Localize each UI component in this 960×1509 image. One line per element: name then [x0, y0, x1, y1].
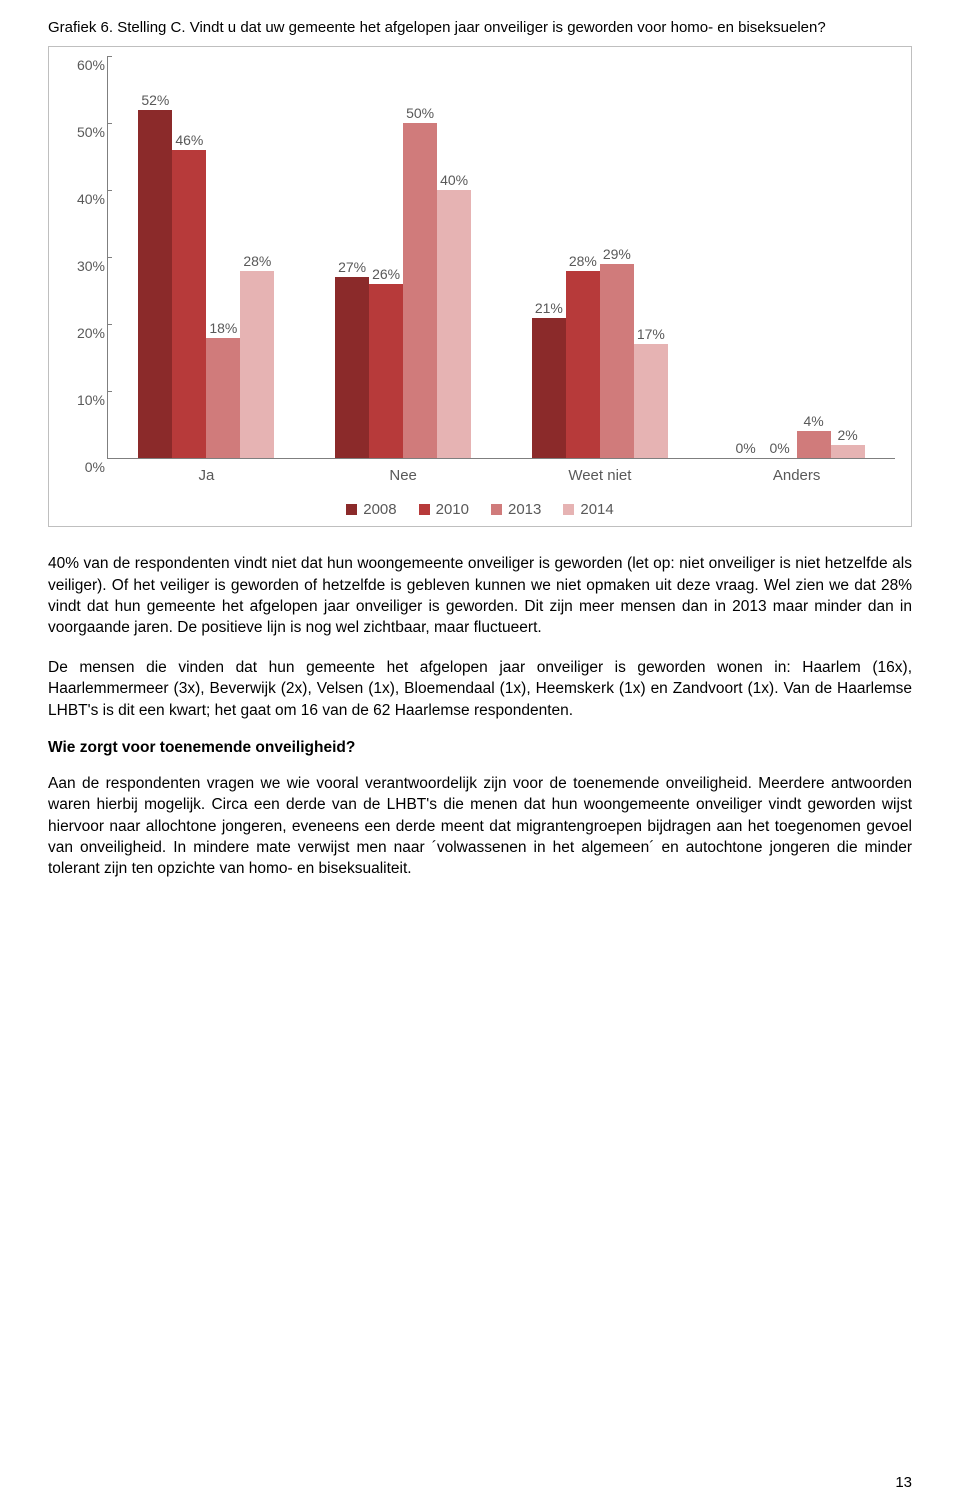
bar-rect	[172, 150, 206, 458]
legend-item: 2014	[563, 501, 613, 518]
y-axis-tick-label: 50%	[55, 124, 105, 140]
bar-value-label: 52%	[141, 92, 169, 108]
bar: 46%	[172, 132, 206, 458]
bar: 26%	[369, 266, 403, 458]
bar-rect	[369, 284, 403, 458]
bar: 50%	[403, 105, 437, 458]
bar: 0%	[729, 440, 763, 458]
bar-rect	[206, 338, 240, 459]
y-axis-tick-label: 20%	[55, 325, 105, 341]
bar-value-label: 50%	[406, 105, 434, 121]
x-axis-category-label: Ja	[108, 467, 305, 484]
bar: 40%	[437, 172, 471, 458]
bar-value-label: 0%	[770, 440, 790, 456]
bar-value-label: 26%	[372, 266, 400, 282]
bar-value-label: 28%	[569, 253, 597, 269]
legend-label: 2010	[436, 501, 469, 518]
bar-rect	[335, 277, 369, 458]
bar: 28%	[240, 253, 274, 459]
chart-legend: 2008 2010 2013 2014	[55, 501, 905, 518]
y-axis-tick-label: 60%	[55, 57, 105, 73]
bar-rect	[138, 110, 172, 458]
bar-value-label: 21%	[535, 300, 563, 316]
legend-item: 2013	[491, 501, 541, 518]
legend-swatch	[346, 504, 357, 515]
bar: 2%	[831, 427, 865, 458]
chart-container: 0% 10% 20% 30% 40% 50% 60% 52% 46% 18% 28% Ja 27% 26…	[48, 46, 912, 527]
y-axis-tick-label: 40%	[55, 191, 105, 207]
bar: 29%	[600, 246, 634, 458]
bar-value-label: 27%	[338, 259, 366, 275]
bar-value-label: 29%	[603, 246, 631, 262]
bar-rect	[240, 271, 274, 459]
bar: 27%	[335, 259, 369, 458]
bar-value-label: 4%	[804, 413, 824, 429]
legend-swatch	[563, 504, 574, 515]
bar-value-label: 2%	[838, 427, 858, 443]
bar-group: 21%28%29%17%Weet niet	[502, 57, 699, 458]
body-paragraph-1: 40% van de respondenten vindt niet dat h…	[48, 553, 912, 639]
legend-swatch	[419, 504, 430, 515]
legend-label: 2008	[363, 501, 396, 518]
bar-rect	[403, 123, 437, 458]
legend-label: 2013	[508, 501, 541, 518]
bar-group: 27%26%50%40%Nee	[305, 57, 502, 458]
legend-item: 2010	[419, 501, 469, 518]
bar-rect	[600, 264, 634, 458]
chart-plot-area: 0% 10% 20% 30% 40% 50% 60% 52% 46% 18% 28% Ja 27% 26…	[55, 51, 905, 491]
chart-caption: Grafiek 6. Stelling C. Vindt u dat uw ge…	[48, 18, 912, 38]
legend-swatch	[491, 504, 502, 515]
x-axis-category-label: Nee	[305, 467, 502, 484]
bar-value-label: 18%	[209, 320, 237, 336]
bar: 21%	[532, 300, 566, 459]
bar-value-label: 0%	[736, 440, 756, 456]
bar: 0%	[763, 440, 797, 458]
bar: 28%	[566, 253, 600, 459]
x-axis-category-label: Anders	[698, 467, 895, 484]
legend-item: 2008	[346, 501, 396, 518]
body-paragraph-3: Aan de respondenten vragen we wie vooral…	[48, 773, 912, 880]
bar-rect	[831, 445, 865, 458]
bar: 17%	[634, 326, 668, 458]
bar: 18%	[206, 320, 240, 459]
bar-value-label: 46%	[175, 132, 203, 148]
y-axis-tick-label: 10%	[55, 392, 105, 408]
page-number: 13	[895, 1474, 912, 1491]
bar-value-label: 28%	[243, 253, 271, 269]
plot-region: 52%46%18%28%Ja27%26%50%40%Nee21%28%29%17…	[107, 57, 895, 459]
y-axis-tick-label: 0%	[55, 459, 105, 475]
bar: 4%	[797, 413, 831, 458]
bar: 52%	[138, 92, 172, 458]
x-axis-category-label: Weet niet	[502, 467, 699, 484]
bar-group: 0%0%4%2%Anders	[698, 57, 895, 458]
section-subheading: Wie zorgt voor toenemende onveiligheid?	[48, 739, 912, 757]
legend-label: 2014	[580, 501, 613, 518]
bar-group: 52%46%18%28%Ja	[108, 57, 305, 458]
y-axis-tick-label: 30%	[55, 258, 105, 274]
bar-rect	[634, 344, 668, 458]
body-paragraph-2: De mensen die vinden dat hun gemeente he…	[48, 657, 912, 721]
bar-rect	[797, 431, 831, 458]
bar-value-label: 40%	[440, 172, 468, 188]
bar-rect	[566, 271, 600, 459]
bar-rect	[437, 190, 471, 458]
bar-value-label: 17%	[637, 326, 665, 342]
bar-rect	[532, 318, 566, 459]
